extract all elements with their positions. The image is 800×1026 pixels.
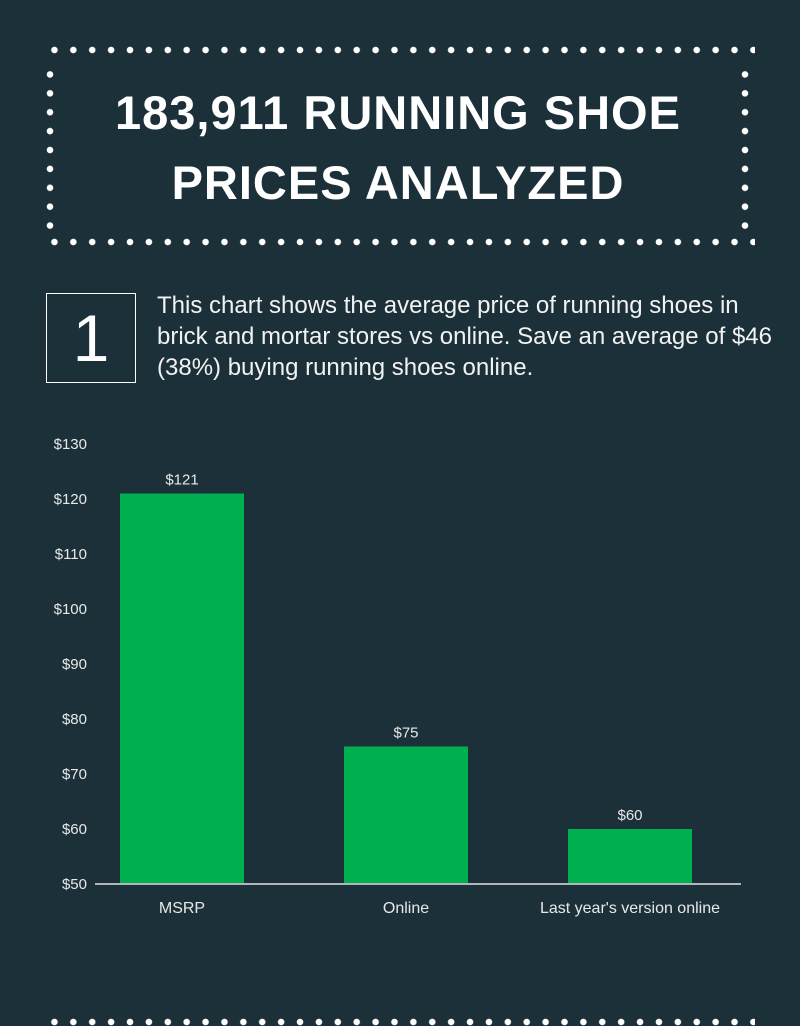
page-title: 183,911 RUNNING SHOE PRICES ANALYZED	[48, 78, 748, 218]
y-tick-label: $110	[55, 546, 87, 563]
bar	[120, 493, 244, 884]
title-border-bottom	[45, 238, 755, 246]
section-number: 1	[46, 293, 136, 383]
bar	[344, 746, 468, 884]
data-label: $60	[617, 807, 642, 824]
y-tick-label: $130	[54, 436, 87, 453]
title-border-left	[46, 65, 54, 235]
section-description: This chart shows the average price of ru…	[157, 292, 772, 381]
data-label: $121	[165, 472, 198, 489]
y-tick-label: $70	[62, 766, 87, 783]
y-tick-label: $100	[54, 601, 87, 618]
y-tick-label: $120	[54, 491, 87, 508]
title-line-1: 183,911 RUNNING SHOE	[115, 86, 681, 139]
title-line-2: PRICES ANALYZED	[171, 156, 625, 209]
bottom-divider	[45, 1018, 755, 1026]
bar	[568, 829, 692, 884]
title-border-top	[45, 46, 755, 54]
title-border-right	[741, 65, 749, 235]
x-category-label: Online	[383, 900, 429, 917]
y-tick-label: $50	[62, 876, 87, 893]
x-category-label: Last year's version online	[540, 900, 720, 917]
data-label: $75	[393, 725, 418, 742]
bar-chart: $50 $60 $70 $80 $90 $100 $110 $120 $130 $121 MSRP $…	[54, 436, 741, 917]
x-category-label: MSRP	[159, 900, 205, 917]
y-tick-label: $80	[62, 711, 87, 728]
y-tick-label: $60	[62, 821, 87, 838]
y-tick-label: $90	[62, 656, 87, 673]
